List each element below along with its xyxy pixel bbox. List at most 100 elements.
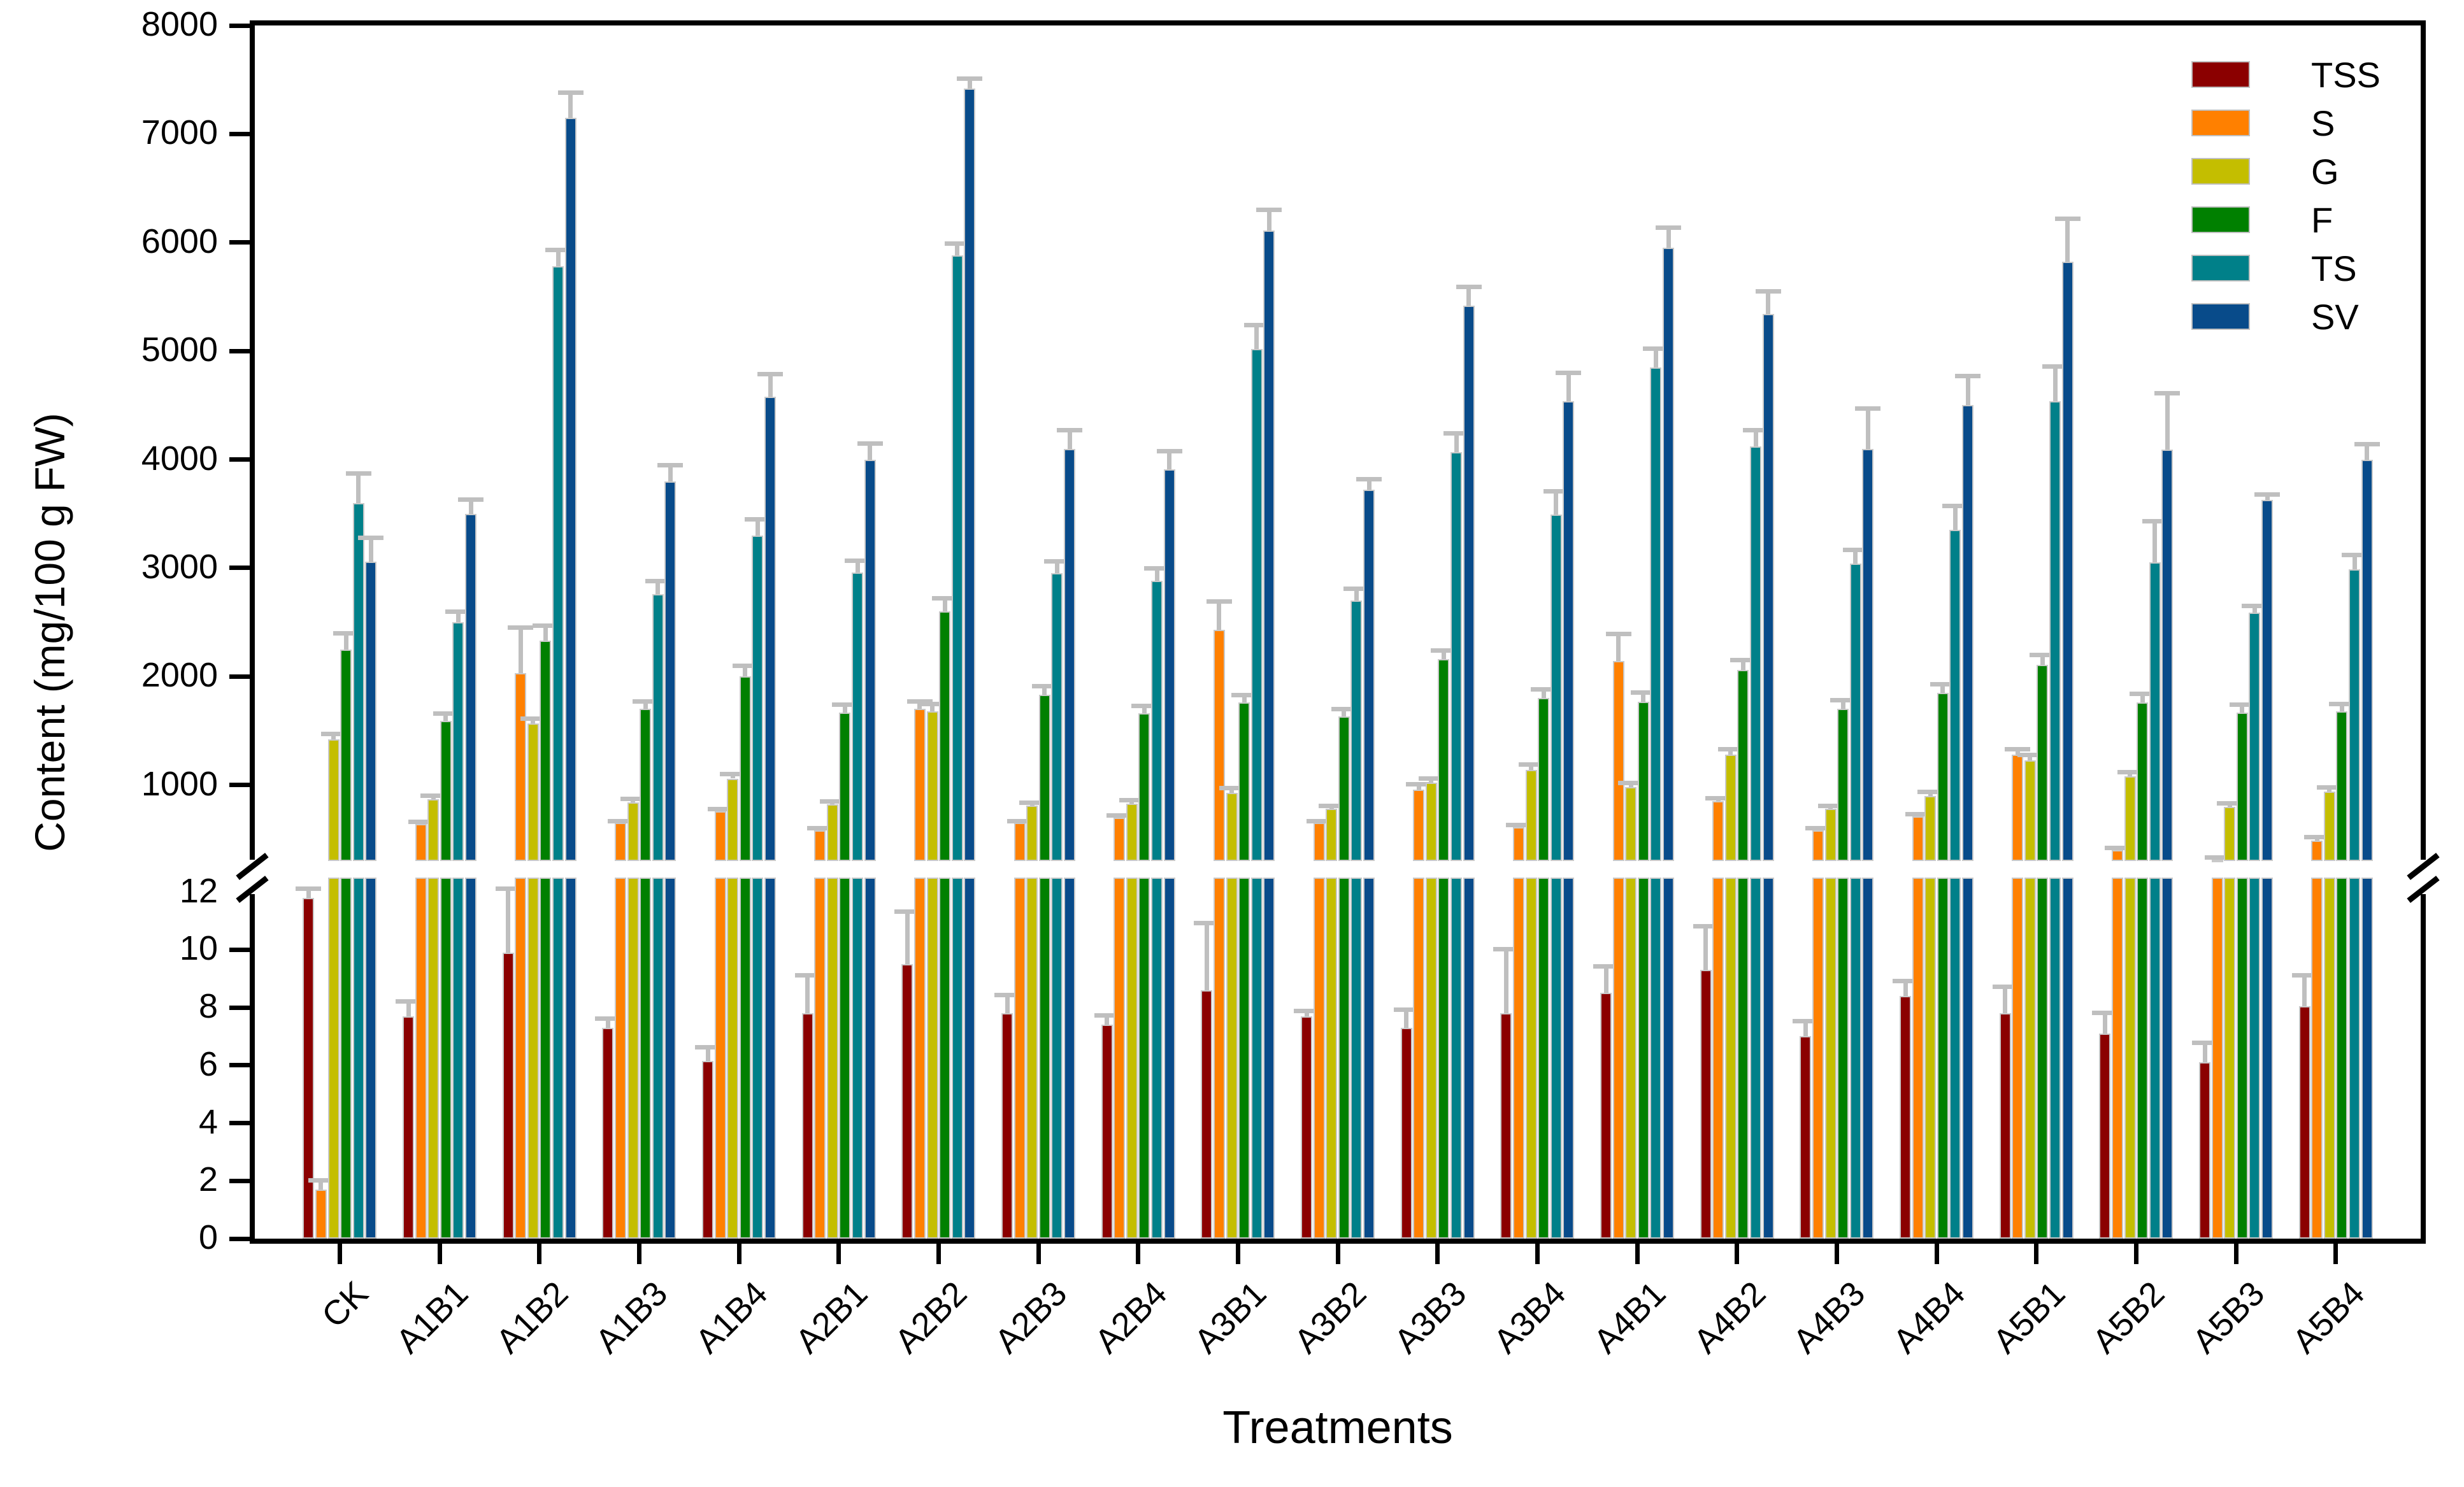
error-bar-stem-tss-bar-a1b3 xyxy=(605,1016,610,1028)
error-bar-cap-f-bar-a1b2 xyxy=(533,623,559,628)
error-bar-stem-tss-bar-a4b4 xyxy=(1903,978,1908,996)
error-bar-stem-f-bar-a1b1 xyxy=(443,711,448,722)
x-tick-a1b1 xyxy=(437,1244,442,1264)
sv-bar-a3b3 xyxy=(1463,305,1475,861)
error-bar-cap-g-bar-a4b4 xyxy=(1917,789,1944,794)
f-bar-a3b3 xyxy=(1438,659,1450,861)
error-bar-cap-s-bar-a4b1 xyxy=(1605,632,1631,637)
sv-bar-a3b1-lower xyxy=(1263,878,1275,1239)
error-bar-cap-f-bar-a1b4 xyxy=(732,663,758,668)
s-bar-a4b4 xyxy=(1912,816,1924,861)
error-bar-cap-tss-bar-a2b1 xyxy=(794,972,820,978)
ts-bar-ck xyxy=(352,502,364,861)
tss-bar-a1b1 xyxy=(403,1016,414,1239)
s-bar-a4b1 xyxy=(1612,661,1624,861)
error-bar-stem-ts-bar-a5b1 xyxy=(2052,364,2058,401)
x-tick-a5b1 xyxy=(2034,1244,2039,1264)
g-bar-a5b2 xyxy=(2124,776,2136,861)
x-tick-a3b1 xyxy=(1235,1244,1240,1264)
tss-bar-a4b1 xyxy=(1600,993,1612,1239)
f-bar-a5b1-lower xyxy=(2037,878,2049,1239)
ts-bar-a5b1 xyxy=(2049,401,2061,861)
tss-bar-a2b1 xyxy=(801,1013,813,1239)
error-bar-cap-g-bar-a3b1 xyxy=(1219,786,1245,791)
error-bar-cap-s-bar-a1b4 xyxy=(707,806,733,811)
error-bar-stem-ts-bar-a5b2 xyxy=(2152,519,2158,563)
error-bar-cap-s-bar-a5b3 xyxy=(2204,855,2230,860)
y-tick-label-2000: 2000 xyxy=(141,656,218,695)
error-bar-cap-sv-bar-a3b1 xyxy=(1256,208,1282,213)
x-tick-a3b4 xyxy=(1535,1244,1540,1264)
f-bar-a2b3-lower xyxy=(1038,878,1050,1239)
g-bar-a1b4-lower xyxy=(727,878,739,1239)
error-bar-cap-sv-bar-a1b3 xyxy=(657,462,684,467)
g-bar-a4b2 xyxy=(1724,755,1737,861)
error-bar-cap-g-bar-a2b1 xyxy=(819,799,845,804)
right-axis-upper-segment xyxy=(2421,25,2426,860)
sv-bar-a4b2-lower xyxy=(1762,878,1774,1239)
y-tick-label-6000: 6000 xyxy=(141,222,218,260)
g-bar-a2b4-lower xyxy=(1126,878,1138,1239)
error-bar-cap-sv-bar-a1b1 xyxy=(458,497,483,502)
error-bar-stem-sv-bar-a5b4 xyxy=(2365,442,2370,460)
s-bar-ck xyxy=(315,1189,327,1239)
y-tick-2000 xyxy=(229,674,250,679)
error-bar-cap-sv-bar-a2b3 xyxy=(1057,428,1082,433)
error-bar-stem-s-bar-a3b1 xyxy=(1217,599,1222,630)
s-bar-a2b3-lower xyxy=(1014,878,1026,1239)
error-bar-cap-ts-bar-a2b2 xyxy=(944,241,970,246)
error-bar-cap-sv-bar-a1b2 xyxy=(557,90,584,96)
y-tick-label-8000: 8000 xyxy=(141,5,218,43)
y-axis-title: Content (mg/100 g FW) xyxy=(26,412,73,852)
ts-bar-a4b4-lower xyxy=(1949,878,1961,1239)
error-bar-cap-s-bar-ck xyxy=(308,1178,334,1183)
x-tick-a4b4 xyxy=(1934,1244,1939,1264)
g-bar-a4b3 xyxy=(1824,809,1837,861)
error-bar-cap-s-bar-a3b2 xyxy=(1306,818,1332,823)
s-bar-a1b4-lower xyxy=(714,878,726,1239)
error-bar-cap-tss-bar-a3b4 xyxy=(1493,946,1519,951)
error-bar-cap-tss-bar-a4b2 xyxy=(1693,923,1719,928)
ts-bar-a1b3 xyxy=(652,594,664,861)
error-bar-cap-f-bar-a1b1 xyxy=(433,711,459,716)
error-bar-stem-tss-bar-a5b2 xyxy=(2102,1010,2107,1034)
x-tick-a3b2 xyxy=(1335,1244,1340,1264)
error-bar-stem-tss-bar-a4b1 xyxy=(1603,964,1608,993)
error-bar-stem-sv-bar-a2b3 xyxy=(1067,428,1072,449)
error-bar-cap-sv-bar-a3b4 xyxy=(1556,370,1582,375)
s-bar-a5b3 xyxy=(2211,860,2223,863)
y-tick-8 xyxy=(229,1005,250,1010)
sv-bar-a3b2-lower xyxy=(1363,878,1375,1239)
legend-swatch-tss xyxy=(2191,61,2250,88)
g-bar-a4b4-lower xyxy=(1924,878,1937,1239)
error-bar-stem-sv-bar-a3b4 xyxy=(1566,370,1571,401)
s-bar-a3b4 xyxy=(1512,827,1524,861)
error-bar-cap-ts-bar-a4b2 xyxy=(1743,428,1769,433)
g-bar-a3b1-lower xyxy=(1226,878,1238,1239)
error-bar-stem-tss-bar-a5b3 xyxy=(2202,1041,2207,1063)
y-tick-label-4000: 4000 xyxy=(141,439,218,478)
error-bar-cap-s-bar-a2b4 xyxy=(1107,813,1133,818)
error-bar-stem-tss-bar-a4b3 xyxy=(1803,1019,1808,1037)
tss-bar-a1b4 xyxy=(702,1061,713,1239)
error-bar-cap-tss-bar-a1b3 xyxy=(595,1016,621,1021)
sv-bar-a5b1-lower xyxy=(2061,878,2074,1239)
error-bar-cap-f-bar-a3b1 xyxy=(1231,692,1257,697)
error-bar-stem-ts-bar-a4b1 xyxy=(1653,346,1658,367)
ts-bar-a4b2 xyxy=(1750,446,1762,861)
x-tick-a4b2 xyxy=(1735,1244,1740,1264)
error-bar-cap-tss-bar-a3b3 xyxy=(1393,1007,1419,1013)
y-tick-label-7000: 7000 xyxy=(141,113,218,152)
sv-bar-a4b3-lower xyxy=(1862,878,1874,1239)
tss-bar-a2b3 xyxy=(1001,1013,1013,1239)
error-bar-cap-sv-bar-a2b4 xyxy=(1156,448,1182,453)
tss-bar-a3b1 xyxy=(1201,990,1213,1239)
sv-bar-a1b3-lower xyxy=(664,878,677,1239)
sv-bar-a2b4-lower xyxy=(1163,878,1175,1239)
f-bar-a5b2 xyxy=(2137,702,2149,861)
error-bar-stem-tss-bar-a2b4 xyxy=(1105,1013,1110,1025)
error-bar-cap-g-bar-a5b2 xyxy=(2117,769,2143,774)
error-bar-cap-tss-bar-a4b3 xyxy=(1793,1019,1819,1024)
error-bar-stem-f-bar-a4b3 xyxy=(1840,698,1845,709)
